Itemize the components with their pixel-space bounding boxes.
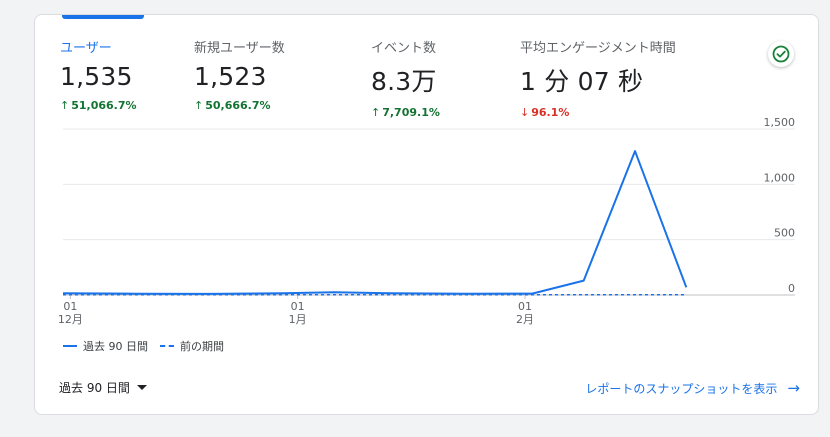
metric-label: イベント数 xyxy=(371,41,437,56)
metric-delta: ↓ 96.1% xyxy=(520,106,676,119)
legend-item-previous: 前の期間 xyxy=(160,338,224,354)
chart-legend: 過去 90 日間 前の期間 xyxy=(63,338,236,354)
x-tick-month: 12月 xyxy=(58,313,83,326)
metric-value: 1,523 xyxy=(194,62,267,91)
y-axis-ticks: 1,500 1,000 500 0 xyxy=(764,116,796,295)
metric-tab-avg-engagement[interactable]: 平均エンゲージメント時間 1 分 07 秒 ↓ 96.1% xyxy=(520,37,676,119)
arrow-up-icon: ↑ xyxy=(371,106,381,119)
legend-swatch-solid xyxy=(63,345,77,347)
snapshot-link-label: レポートのスナップショットを表示 xyxy=(585,381,778,396)
period-label: 過去 90 日間 xyxy=(59,381,130,395)
metric-label: 平均エンゲージメント時間 xyxy=(520,41,676,56)
arrow-down-icon: ↓ xyxy=(520,106,530,119)
view-snapshot-link[interactable]: レポートのスナップショットを表示 → xyxy=(585,379,800,397)
overview-card: ユーザー 1,535 ↑ 51,066.7% 新規ユーザー数 1,523 ↑ 50,… xyxy=(34,14,819,415)
chart-grid xyxy=(63,128,795,296)
y-tick-label: 1,500 xyxy=(764,116,796,129)
x-tick-month: 1月 xyxy=(289,313,307,326)
metric-tab-events[interactable]: イベント数 8.3万 ↑ 7,709.1% xyxy=(371,37,440,119)
arrow-up-icon: ↑ xyxy=(60,99,70,112)
metric-delta: ↑ 50,666.7% xyxy=(194,99,285,112)
period-selector[interactable]: 過去 90 日間 xyxy=(59,379,147,396)
chart-series xyxy=(62,150,688,296)
metric-label: 新規ユーザー数 xyxy=(194,41,285,56)
metric-value: 8.3万 xyxy=(371,67,437,96)
x-tick-day: 01 xyxy=(518,300,532,313)
metric-tab-new-users[interactable]: 新規ユーザー数 1,523 ↑ 50,666.7% xyxy=(194,37,285,112)
active-tab-indicator xyxy=(62,15,144,19)
series-line-last-90-days xyxy=(62,150,688,295)
x-tick-day: 01 xyxy=(291,300,305,313)
arrow-right-icon: → xyxy=(787,379,800,397)
metric-value: 1,535 xyxy=(60,62,133,91)
legend-label: 前の期間 xyxy=(180,340,224,353)
metric-delta-value: 96.1% xyxy=(531,106,570,119)
metric-delta-value: 7,709.1% xyxy=(382,106,440,119)
caret-down-icon xyxy=(136,385,147,390)
metric-value: 1 分 07 秒 xyxy=(520,67,644,96)
legend-label: 過去 90 日間 xyxy=(83,340,148,353)
y-tick-label: 500 xyxy=(774,227,795,240)
metric-delta-value: 51,066.7% xyxy=(71,99,137,112)
metric-delta: ↑ 51,066.7% xyxy=(60,99,137,112)
metric-delta: ↑ 7,709.1% xyxy=(371,106,440,119)
legend-swatch-dashed xyxy=(160,345,174,347)
y-tick-label: 0 xyxy=(788,282,795,295)
x-tick-day: 01 xyxy=(63,300,77,313)
check-circle-icon[interactable] xyxy=(768,41,794,67)
metric-tab-users[interactable]: ユーザー 1,535 ↑ 51,066.7% xyxy=(60,37,137,112)
y-tick-label: 1,000 xyxy=(764,171,796,184)
x-tick-month: 2月 xyxy=(516,313,534,326)
metric-label: ユーザー xyxy=(60,41,112,56)
arrow-up-icon: ↑ xyxy=(194,99,204,112)
legend-item-current: 過去 90 日間 xyxy=(63,338,148,354)
metric-delta-value: 50,666.7% xyxy=(205,99,271,112)
check-circle-svg xyxy=(772,45,790,63)
